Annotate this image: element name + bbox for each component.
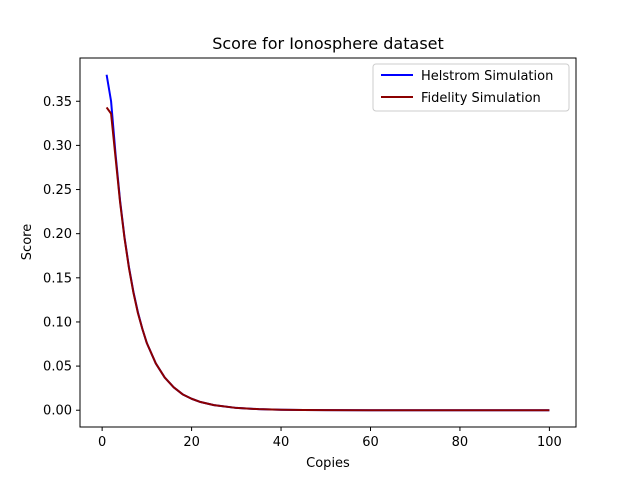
legend-box (372, 63, 570, 112)
plot-area (105, 74, 550, 412)
x-tick-label: 20 (183, 435, 200, 450)
series-line-fidelity (105, 106, 550, 412)
legend: Helstrom Simulation Fidelity Simulation (372, 63, 570, 112)
x-tick-label: 60 (362, 435, 379, 450)
y-tick-label: 0.05 (43, 360, 72, 375)
x-tick-label: 100 (537, 435, 562, 450)
y-tick-label: 0.25 (43, 183, 72, 198)
legend-label-helstrom: Helstrom Simulation (421, 69, 553, 84)
y-tick-label: 0.10 (43, 315, 72, 330)
x-axis-label: Copies (306, 456, 350, 471)
x-axis: 0 20 40 60 80 100 (98, 427, 562, 450)
y-axis: 0.00 0.05 0.10 0.15 0.20 0.25 0.30 0.35 (43, 95, 80, 419)
y-tick-label: 0.35 (43, 95, 72, 110)
y-axis-label: Score (20, 224, 35, 260)
y-tick-label: 0.15 (43, 271, 72, 286)
x-tick-label: 40 (273, 435, 290, 450)
y-tick-label: 0.00 (43, 404, 72, 419)
legend-label-fidelity: Fidelity Simulation (421, 91, 541, 106)
chart-title: Score for Ionosphere dataset (212, 34, 444, 53)
x-tick-label: 0 (98, 435, 106, 450)
axes-frame (79, 57, 577, 428)
y-tick-label: 0.30 (43, 139, 72, 154)
y-tick-label: 0.20 (43, 227, 72, 242)
x-tick-label: 80 (452, 435, 469, 450)
